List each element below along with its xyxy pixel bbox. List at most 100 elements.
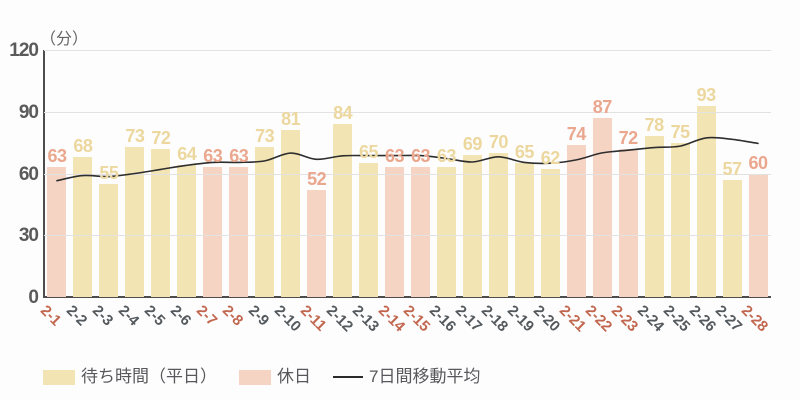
x-tick-2-13: 2-13 bbox=[348, 302, 382, 336]
bar-value-label-2-19: 65 bbox=[514, 142, 535, 163]
y-tick-120: 120 bbox=[9, 40, 39, 61]
x-tick-2-19: 2-19 bbox=[504, 302, 538, 336]
bar-2-27[interactable] bbox=[722, 179, 742, 297]
bar-2-13[interactable] bbox=[359, 163, 379, 297]
bar-2-21[interactable] bbox=[566, 144, 586, 297]
bar-2-8[interactable] bbox=[229, 167, 249, 297]
bar-value-label-2-26: 93 bbox=[696, 84, 717, 105]
bar-2-4[interactable] bbox=[125, 146, 145, 297]
weekday-swatch-icon bbox=[43, 369, 75, 385]
bar-2-10[interactable] bbox=[281, 130, 301, 297]
bar-value-label-2-3: 55 bbox=[99, 162, 119, 183]
legend-item-moving-average[interactable]: 7日間移動平均 bbox=[333, 367, 480, 387]
bar-value-label-2-24: 78 bbox=[644, 115, 665, 136]
bar-2-17[interactable] bbox=[462, 154, 482, 297]
x-tick-2-17: 2-17 bbox=[452, 302, 486, 336]
x-tick-2-25: 2-25 bbox=[660, 302, 694, 336]
bar-2-19[interactable] bbox=[514, 163, 534, 297]
bar-value-label-2-8: 63 bbox=[229, 146, 249, 167]
bar-2-16[interactable] bbox=[436, 167, 456, 297]
bar-2-22[interactable] bbox=[592, 117, 612, 297]
legend-ma-label: 7日間移動平均 bbox=[369, 367, 481, 386]
bar-value-label-2-16: 63 bbox=[436, 146, 457, 167]
bar-2-26[interactable] bbox=[696, 105, 716, 297]
bar-value-label-2-1: 63 bbox=[47, 146, 67, 167]
bar-2-23[interactable] bbox=[618, 148, 638, 297]
x-tick-2-8: 2-8 bbox=[218, 302, 247, 330]
bar-value-label-2-11: 52 bbox=[307, 168, 327, 189]
x-tick-2-21: 2-21 bbox=[556, 302, 590, 336]
bar-value-label-2-28: 60 bbox=[748, 152, 769, 173]
x-tick-2-6: 2-6 bbox=[166, 302, 195, 330]
x-tick-2-7: 2-7 bbox=[192, 302, 221, 330]
bar-value-label-2-22: 87 bbox=[592, 96, 613, 117]
bar-value-label-2-6: 64 bbox=[177, 144, 197, 165]
bar-2-1[interactable] bbox=[47, 167, 67, 297]
x-tick-2-20: 2-20 bbox=[530, 302, 564, 336]
bar-2-3[interactable] bbox=[99, 183, 119, 297]
bar-value-label-2-20: 62 bbox=[540, 148, 561, 169]
holiday-swatch-icon bbox=[239, 369, 271, 385]
bar-value-label-2-2: 68 bbox=[73, 136, 93, 157]
x-tick-2-27: 2-27 bbox=[712, 302, 746, 336]
bar-value-label-2-10: 81 bbox=[281, 109, 301, 130]
legend-weekday-label: 待ち時間（平日） bbox=[81, 367, 217, 386]
bar-value-label-2-27: 57 bbox=[722, 158, 743, 179]
x-tick-2-12: 2-12 bbox=[322, 302, 356, 336]
x-tick-2-2: 2-2 bbox=[62, 302, 91, 330]
bar-2-7[interactable] bbox=[203, 167, 223, 297]
x-tick-2-18: 2-18 bbox=[478, 302, 512, 336]
x-tick-2-15: 2-15 bbox=[400, 302, 434, 336]
bar-2-9[interactable] bbox=[255, 146, 275, 297]
bar-2-11[interactable] bbox=[307, 189, 327, 297]
y-tick-0: 0 bbox=[28, 287, 39, 308]
bar-value-label-2-17: 69 bbox=[462, 133, 483, 154]
bar-value-label-2-25: 75 bbox=[670, 121, 691, 142]
bar-value-label-2-14: 63 bbox=[385, 146, 405, 167]
legend-item-weekday[interactable]: 待ち時間（平日） bbox=[43, 367, 217, 387]
gridline-120 bbox=[44, 50, 771, 51]
x-tick-2-5: 2-5 bbox=[140, 302, 169, 330]
moving-average-line bbox=[56, 136, 759, 182]
x-tick-2-28: 2-28 bbox=[737, 302, 772, 336]
bar-value-label-2-21: 74 bbox=[566, 123, 587, 144]
x-tick-2-11: 2-11 bbox=[296, 302, 330, 335]
x-tick-2-24: 2-24 bbox=[634, 302, 668, 336]
x-tick-2-26: 2-26 bbox=[686, 302, 720, 336]
bar-2-2[interactable] bbox=[73, 157, 93, 297]
bar-value-label-2-13: 65 bbox=[359, 142, 379, 163]
legend-holiday-label: 休日 bbox=[277, 367, 311, 386]
bar-2-20[interactable] bbox=[540, 169, 560, 297]
plot-area: 63 68 55 73 72 64 63 63 73 81 52 84 65 63 63 63 69 70 65 62… bbox=[44, 50, 771, 297]
bar-value-label-2-5: 72 bbox=[151, 127, 171, 148]
x-tick-2-3: 2-3 bbox=[88, 302, 117, 330]
x-tick-2-16: 2-16 bbox=[426, 302, 460, 336]
y-tick-90: 90 bbox=[18, 101, 39, 123]
y-axis-unit-label: （分） bbox=[40, 31, 89, 48]
x-tick-2-23: 2-23 bbox=[608, 302, 642, 336]
bar-2-18[interactable] bbox=[488, 152, 508, 297]
gridline-60 bbox=[44, 173, 771, 175]
gridline-30 bbox=[44, 235, 771, 237]
bar-2-12[interactable] bbox=[333, 124, 353, 297]
y-tick-30: 30 bbox=[18, 225, 39, 247]
bar-value-label-2-23: 72 bbox=[618, 127, 639, 148]
y-tick-60: 60 bbox=[18, 163, 39, 185]
bar-2-6[interactable] bbox=[177, 165, 197, 297]
bar-2-5[interactable] bbox=[151, 148, 171, 297]
x-tick-2-1: 2-1 bbox=[36, 302, 65, 330]
bar-2-15[interactable] bbox=[410, 167, 430, 297]
x-tick-2-9: 2-9 bbox=[244, 302, 273, 330]
bar-2-14[interactable] bbox=[385, 167, 405, 297]
bar-2-24[interactable] bbox=[644, 136, 664, 297]
bar-value-label-2-15: 63 bbox=[410, 146, 431, 167]
bar-value-label-2-7: 63 bbox=[203, 146, 223, 167]
gridline-90 bbox=[44, 111, 771, 113]
bar-value-label-2-4: 73 bbox=[125, 125, 145, 146]
line-swatch-icon bbox=[333, 376, 363, 378]
legend-item-holiday[interactable]: 休日 bbox=[239, 367, 311, 387]
bar-2-25[interactable] bbox=[670, 142, 690, 297]
legend: 待ち時間（平日） 休日 7日間移動平均 bbox=[43, 367, 480, 387]
x-tick-2-22: 2-22 bbox=[582, 302, 616, 336]
